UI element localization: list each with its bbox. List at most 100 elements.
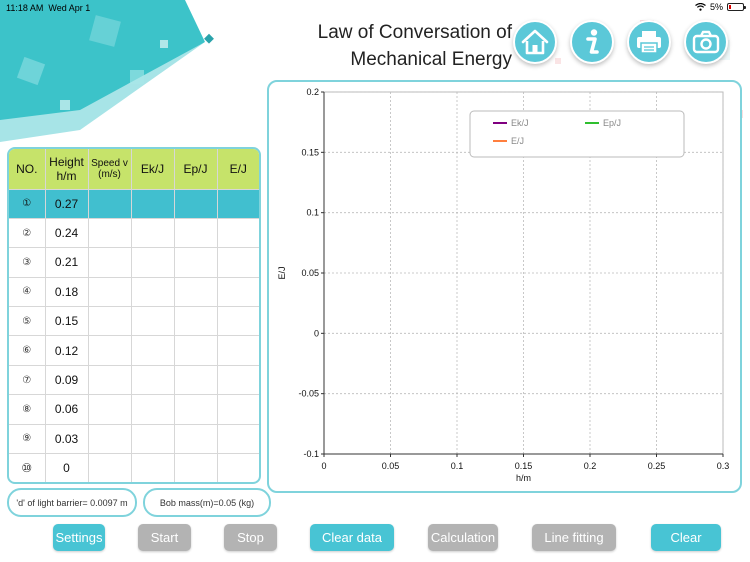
header-speed: Speed v (m/s) <box>88 149 132 189</box>
e-cell <box>217 306 259 336</box>
height-cell[interactable]: 0.15 <box>45 306 89 336</box>
table-header-row: NO. Height h/m Speed v (m/s) Ek/J Ep/J E… <box>9 149 259 189</box>
row-number: ⑩ <box>9 453 46 482</box>
battery-icon <box>727 3 746 11</box>
x-tick-label: 0.15 <box>515 461 533 471</box>
status-date: Wed Apr 1 <box>48 3 91 13</box>
header-ep: Ep/J <box>174 149 218 189</box>
e-cell <box>217 335 259 366</box>
table-row[interactable]: ④ 0.18 <box>9 276 259 307</box>
bob-mass-label: Bob mass(m)=0.05 (kg) <box>159 497 255 508</box>
x-tick-label: 0.05 <box>382 461 400 471</box>
clear-data-button[interactable]: Clear data <box>310 524 394 551</box>
ek-cell <box>131 364 175 395</box>
height-cell[interactable]: 0.21 <box>45 247 89 278</box>
ep-cell <box>174 217 218 248</box>
speed-cell <box>88 453 132 482</box>
line-fitting-button[interactable]: Line fitting <box>532 524 616 551</box>
x-tick-label: 0.1 <box>451 461 464 471</box>
ep-cell <box>174 247 218 278</box>
legend-label: Ep/J <box>603 118 621 128</box>
table-row[interactable]: ⑤ 0.15 <box>9 306 259 336</box>
ek-cell <box>131 188 175 219</box>
clear-button[interactable]: Clear <box>651 524 721 551</box>
camera-button[interactable] <box>684 20 728 64</box>
bob-mass-info[interactable]: Bob mass(m)=0.05 (kg) <box>143 488 271 517</box>
title-line-2: Mechanical Energy <box>350 49 512 70</box>
stop-button[interactable]: Stop <box>224 524 277 551</box>
print-button[interactable] <box>627 20 671 64</box>
speed-cell <box>88 306 132 336</box>
table-row[interactable]: ⑦ 0.09 <box>9 364 259 395</box>
e-cell <box>217 188 259 219</box>
ep-cell <box>174 188 218 219</box>
row-number: ⑧ <box>9 394 46 425</box>
legend-label: E/J <box>511 136 524 146</box>
data-table-panel: NO. Height h/m Speed v (m/s) Ek/J Ep/J E… <box>7 147 261 484</box>
camera-icon <box>692 30 720 54</box>
table-row[interactable]: ① 0.27 <box>9 188 259 219</box>
ek-cell <box>131 453 175 482</box>
table-row[interactable]: ⑨ 0.03 <box>9 423 259 454</box>
height-cell[interactable]: 0.12 <box>45 335 89 366</box>
home-button[interactable] <box>513 20 557 64</box>
e-cell <box>217 364 259 395</box>
header-e: E/J <box>217 149 259 189</box>
row-number: ⑦ <box>9 364 46 395</box>
y-axis-label: E/J <box>277 266 287 279</box>
print-icon <box>637 31 661 54</box>
legend-label: Ek/J <box>511 118 529 128</box>
speed-cell <box>88 394 132 425</box>
y-tick-label: -0.05 <box>298 389 319 399</box>
ep-cell <box>174 276 218 307</box>
title-line-1: Law of Conversation of <box>317 22 512 43</box>
y-tick-label: 0 <box>314 328 319 338</box>
x-tick-label: 0.25 <box>648 461 666 471</box>
e-cell <box>217 247 259 278</box>
speed-cell <box>88 247 132 278</box>
y-tick-label: 0.05 <box>301 268 319 278</box>
e-cell <box>217 276 259 307</box>
page-title: Law of Conversation of Mechanical Energy <box>300 19 512 73</box>
table-row[interactable]: ③ 0.21 <box>9 247 259 278</box>
table-row[interactable]: ② 0.24 <box>9 217 259 248</box>
ek-cell <box>131 306 175 336</box>
ek-cell <box>131 217 175 248</box>
info-button[interactable] <box>570 20 614 64</box>
height-cell[interactable]: 0.09 <box>45 364 89 395</box>
light-barrier-info[interactable]: 'd' of light barrier= 0.0097 m <box>7 488 137 517</box>
height-cell[interactable]: 0.24 <box>45 217 89 248</box>
height-cell[interactable]: 0.06 <box>45 394 89 425</box>
calculation-button[interactable]: Calculation <box>428 524 498 551</box>
ep-cell <box>174 306 218 336</box>
row-number: ③ <box>9 247 46 278</box>
light-barrier-label: 'd' of light barrier= 0.0097 m <box>16 497 128 508</box>
speed-cell <box>88 423 132 454</box>
speed-cell <box>88 276 132 307</box>
table-row[interactable]: ⑧ 0.06 <box>9 394 259 425</box>
speed-cell <box>88 364 132 395</box>
speed-cell <box>88 335 132 366</box>
settings-button[interactable]: Settings <box>53 524 105 551</box>
speed-cell <box>88 188 132 219</box>
start-button[interactable]: Start <box>138 524 191 551</box>
energy-chart-panel: 0 0.05 0.1 0.15 0.2 0.25 0.3 0.2 0.15 0.1 0.05 0 -0.… <box>267 80 742 493</box>
data-table: NO. Height h/m Speed v (m/s) Ek/J Ep/J E… <box>9 149 259 482</box>
table-row[interactable]: ⑥ 0.12 <box>9 335 259 366</box>
height-cell[interactable]: 0.27 <box>45 188 89 219</box>
table-row[interactable]: ⑩ 0 <box>9 453 259 482</box>
status-right: 5% <box>695 2 746 12</box>
height-cell[interactable]: 0.03 <box>45 423 89 454</box>
e-cell <box>217 423 259 454</box>
row-number: ④ <box>9 276 46 307</box>
height-cell[interactable]: 0 <box>45 453 89 482</box>
x-tick-label: 0 <box>321 461 326 471</box>
header-ek: Ek/J <box>131 149 175 189</box>
y-tick-label: 0.15 <box>301 147 319 157</box>
x-axis-label: h/m <box>516 473 531 483</box>
height-cell[interactable]: 0.18 <box>45 276 89 307</box>
row-number: ② <box>9 217 46 248</box>
battery-percent: 5% <box>709 2 723 12</box>
header-speed-line-2: (m/s) <box>98 168 121 180</box>
y-tick-label: 0.1 <box>306 208 319 218</box>
